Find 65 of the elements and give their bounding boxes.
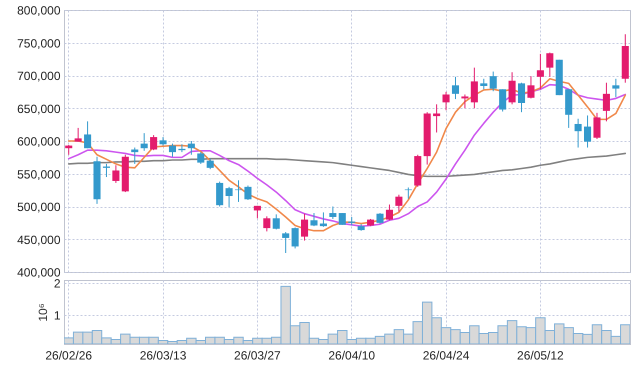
candlestick [584, 114, 592, 148]
candlestick [188, 140, 195, 156]
candlestick [320, 212, 327, 228]
x-tick-label: 26/05/12 [517, 348, 564, 362]
candlestick [150, 134, 158, 151]
candlestick [216, 181, 224, 207]
candlestick [272, 214, 280, 230]
candlestick [84, 120, 92, 149]
x-tick-label: 26/04/10 [328, 348, 376, 362]
candlestick [461, 94, 468, 109]
candlestick [499, 88, 506, 112]
candlestick [442, 91, 450, 111]
candlestick [65, 144, 72, 156]
y-tick-label: 500,000 [17, 200, 61, 214]
candlestick [131, 147, 138, 164]
candlestick [386, 204, 393, 221]
y-axis-title: 10⁶ [36, 303, 50, 322]
candlestick [301, 213, 308, 242]
candlestick [546, 52, 554, 78]
candlestick [508, 72, 516, 105]
candlestick [292, 226, 299, 249]
candlestick [480, 78, 488, 90]
candlestick [282, 232, 290, 254]
y-tick-label: 1 [54, 308, 61, 323]
candlestick [254, 205, 261, 219]
y-tick-label: 550,000 [17, 167, 61, 182]
candlestick [244, 185, 252, 200]
candlestick [206, 158, 214, 170]
candlestick [395, 194, 402, 212]
x-tick-label: 26/03/27 [234, 348, 282, 362]
y-tick-label: 800,000 [17, 4, 61, 18]
candlestick [102, 163, 110, 178]
candlestick [263, 216, 270, 232]
candlestick [226, 186, 233, 208]
x-tick-label: 26/03/13 [140, 348, 187, 362]
candlestick [574, 118, 582, 148]
candlestick [593, 112, 601, 140]
candlestick [329, 206, 336, 220]
x-tick-label: 26/04/24 [422, 348, 470, 362]
y-tick-label: 2 [54, 276, 61, 291]
candlestick [470, 67, 478, 109]
y-tick-label: 650,000 [17, 102, 61, 116]
candlestick [140, 132, 148, 152]
x-tick-label: 26/02/26 [45, 348, 92, 362]
y-tick-label: 400,000 [17, 266, 61, 280]
y-tick-label: 750,000 [17, 36, 61, 50]
candlestick [168, 143, 176, 158]
candlestick [452, 76, 460, 100]
candlestick [602, 82, 610, 122]
y-tick-label: 450,000 [17, 232, 61, 247]
line-series [68, 152, 626, 178]
y-tick-label: 700,000 [17, 69, 61, 83]
candlestick [376, 212, 384, 224]
candlestick [310, 212, 318, 227]
candlestick [112, 164, 120, 184]
candlestick [433, 104, 440, 133]
y-tick-label: 600,000 [17, 134, 61, 148]
candlestick [74, 127, 82, 142]
candlestick [527, 76, 534, 99]
candlestick [338, 212, 346, 226]
candlestick [197, 152, 204, 164]
candlestick [490, 71, 497, 92]
candlestick [536, 53, 544, 90]
candlestick [518, 82, 526, 113]
candlestick [612, 78, 620, 98]
